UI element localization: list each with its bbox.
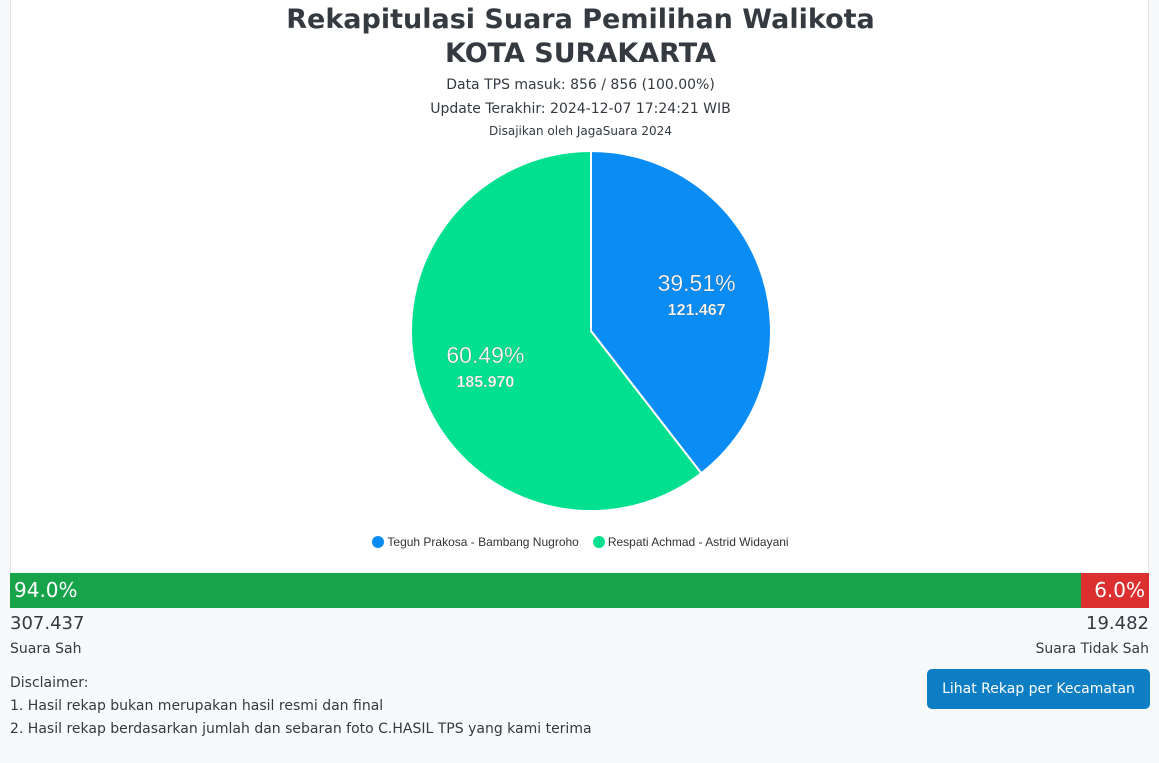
invalid-votes-label: Suara Tidak Sah: [1035, 641, 1150, 657]
valid-votes-count: 307.437: [10, 613, 85, 634]
legend-dot-1: [592, 536, 605, 548]
legend-dot-0: [372, 536, 385, 548]
disclaimer: Disclaimer: 1. Hasil rekap bukan merupak…: [10, 672, 592, 741]
valid-votes-label: Suara Sah: [10, 641, 82, 657]
presented-by: Disajikan oleh JagaSuara 2024: [489, 124, 672, 138]
valid-votes-bar: 94.0%: [10, 573, 1081, 608]
pie-value-label-1: 185.970: [456, 374, 514, 391]
legend-label-0: Teguh Prakosa - Bambang Nugroho: [387, 535, 579, 549]
legend-label-1: Respati Achmad - Astrid Widayani: [607, 535, 789, 549]
page-title: Rekapitulasi Suara Pemilihan Walikota: [286, 4, 875, 35]
last-update: Update Terakhir: 2024-12-07 17:24:21 WIB: [430, 101, 731, 117]
invalid-votes-count: 19.482: [1086, 613, 1149, 634]
invalid-votes-bar: 6.0%: [1081, 573, 1149, 608]
disclaimer-item-2: 2. Hasil rekap berdasarkan jumlah dan se…: [10, 721, 592, 737]
recap-per-district-button[interactable]: Lihat Rekap per Kecamatan: [927, 669, 1150, 709]
chart-legend: Teguh Prakosa - Bambang Nugroho Respati …: [11, 535, 1150, 549]
disclaimer-item-1: 1. Hasil rekap bukan merupakan hasil res…: [10, 698, 384, 714]
disclaimer-heading: Disclaimer:: [10, 675, 89, 691]
pie-slice-0[interactable]: [590, 149, 772, 475]
legend-item-1[interactable]: Respati Achmad - Astrid Widayani: [592, 535, 789, 549]
tps-info: Data TPS masuk: 856 / 856 (100.00%): [446, 77, 715, 93]
pie-slice-1[interactable]: [410, 149, 703, 512]
pie-percent-label-0: 39.51%: [658, 270, 736, 296]
vote-validity-bar: 94.0% 6.0%: [10, 573, 1149, 608]
chart-card: Rekapitulasi Suara Pemilihan Walikota KO…: [10, 0, 1149, 572]
pie-value-label-0: 121.467: [668, 302, 726, 319]
region-title: KOTA SURAKARTA: [445, 38, 716, 69]
legend-item-0[interactable]: Teguh Prakosa - Bambang Nugroho: [372, 535, 579, 549]
pie-chart: 39.51% 121.467 60.49% 185.970: [410, 149, 772, 512]
pie-percent-label-1: 60.49%: [446, 342, 524, 368]
